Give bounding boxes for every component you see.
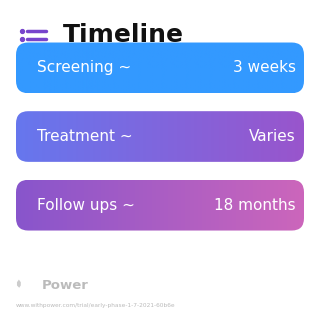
Text: 18 months: 18 months	[214, 198, 296, 213]
Text: Power: Power	[42, 279, 88, 292]
Text: Varies: Varies	[249, 129, 296, 144]
Text: Screening ~: Screening ~	[37, 60, 131, 75]
Text: Treatment ~: Treatment ~	[37, 129, 132, 144]
Text: Timeline: Timeline	[62, 23, 183, 47]
Polygon shape	[17, 280, 21, 288]
Text: www.withpower.com/trial/early-phase-1-7-2021-60b6e: www.withpower.com/trial/early-phase-1-7-…	[16, 303, 176, 308]
Text: 3 weeks: 3 weeks	[233, 60, 296, 75]
Text: Follow ups ~: Follow ups ~	[37, 198, 135, 213]
